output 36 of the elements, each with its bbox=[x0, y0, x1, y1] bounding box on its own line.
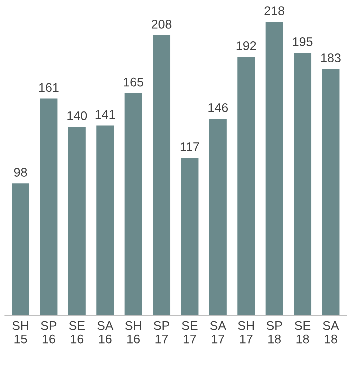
bar bbox=[209, 118, 227, 316]
data-label: 218 bbox=[264, 6, 284, 16]
bar bbox=[322, 69, 340, 316]
data-label: 165 bbox=[124, 78, 144, 87]
bar bbox=[181, 158, 199, 316]
data-label: 141 bbox=[96, 110, 116, 119]
x-tick-label: SA 16 bbox=[98, 321, 114, 344]
data-label: 140 bbox=[68, 112, 88, 120]
bar bbox=[153, 36, 171, 316]
x-tick-label: SA 17 bbox=[210, 321, 226, 344]
data-label: 183 bbox=[322, 54, 341, 63]
x-tick-label: SE 17 bbox=[182, 321, 198, 344]
x-tick-label: SH 17 bbox=[238, 321, 254, 344]
x-tick-label: SE 18 bbox=[295, 321, 311, 344]
data-label: 117 bbox=[180, 142, 200, 152]
x-tick-label: SP 18 bbox=[266, 321, 282, 344]
x-tick-label: SH 15 bbox=[12, 321, 28, 344]
x-tick-label: SP 17 bbox=[154, 321, 170, 344]
data-label: 208 bbox=[152, 20, 172, 29]
bar bbox=[40, 98, 58, 316]
bar bbox=[294, 53, 312, 316]
x-tick-label: SH 16 bbox=[125, 321, 142, 344]
data-label: 161 bbox=[39, 83, 59, 92]
x-tick-label: SA 18 bbox=[323, 321, 340, 344]
data-label: 98 bbox=[14, 168, 28, 177]
data-label: 192 bbox=[236, 42, 256, 50]
x-tick-label: SE 16 bbox=[69, 321, 85, 344]
bar bbox=[266, 22, 284, 316]
bar bbox=[68, 127, 86, 316]
bar bbox=[238, 57, 256, 316]
data-label: 146 bbox=[208, 103, 228, 112]
bar bbox=[96, 126, 114, 316]
bar bbox=[124, 93, 142, 316]
bar bbox=[12, 184, 30, 316]
x-tick-label: SP 16 bbox=[41, 321, 57, 344]
data-label: 195 bbox=[293, 38, 313, 46]
